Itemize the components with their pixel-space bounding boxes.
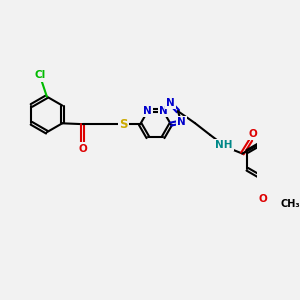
Text: S: S — [119, 118, 128, 130]
Text: N: N — [166, 98, 175, 108]
Text: N: N — [177, 117, 186, 127]
Text: O: O — [258, 194, 267, 204]
Text: NH: NH — [215, 140, 232, 150]
Text: O: O — [248, 129, 257, 139]
Text: Cl: Cl — [34, 70, 46, 80]
Text: N: N — [159, 106, 167, 116]
Text: O: O — [78, 144, 87, 154]
Text: CH₃: CH₃ — [280, 200, 300, 209]
Text: N: N — [143, 106, 152, 116]
